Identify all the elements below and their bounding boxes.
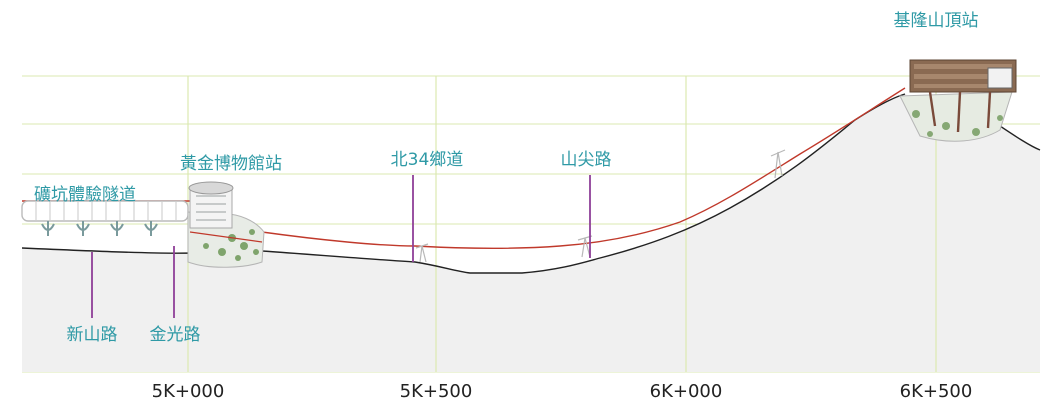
museum-station-label: 黃金博物館站 xyxy=(180,154,282,174)
tunnel-support xyxy=(76,221,90,236)
top-station-label: 基隆山頂站 xyxy=(894,11,979,31)
tunnel-support xyxy=(144,221,158,236)
top-station-building xyxy=(899,59,1017,142)
museum-station-building xyxy=(187,181,265,268)
chainage-label-5k500: 5K+500 xyxy=(400,381,473,402)
ground-fill xyxy=(22,94,1040,372)
jinguang-road-label: 金光路 xyxy=(150,325,201,345)
ground-line xyxy=(21,93,1041,274)
tunnel-support xyxy=(41,221,55,236)
road-markers xyxy=(91,175,591,318)
chainage-label-6k000: 6K+000 xyxy=(650,381,723,402)
tunnel-support xyxy=(110,221,124,236)
bei34-road-label: 北34鄉道 xyxy=(391,150,464,170)
mining-tunnel xyxy=(21,200,189,236)
shanjian-road-label: 山尖路 xyxy=(561,150,612,170)
pylon xyxy=(770,149,786,179)
chainage-label-5k000: 5K+000 xyxy=(152,381,225,402)
chainage-label-6k500: 6K+500 xyxy=(900,381,973,402)
pylon xyxy=(415,243,429,263)
xinshan-road-label: 新山路 xyxy=(67,325,118,345)
tunnel-label: 礦坑體驗隧道 xyxy=(34,185,136,205)
